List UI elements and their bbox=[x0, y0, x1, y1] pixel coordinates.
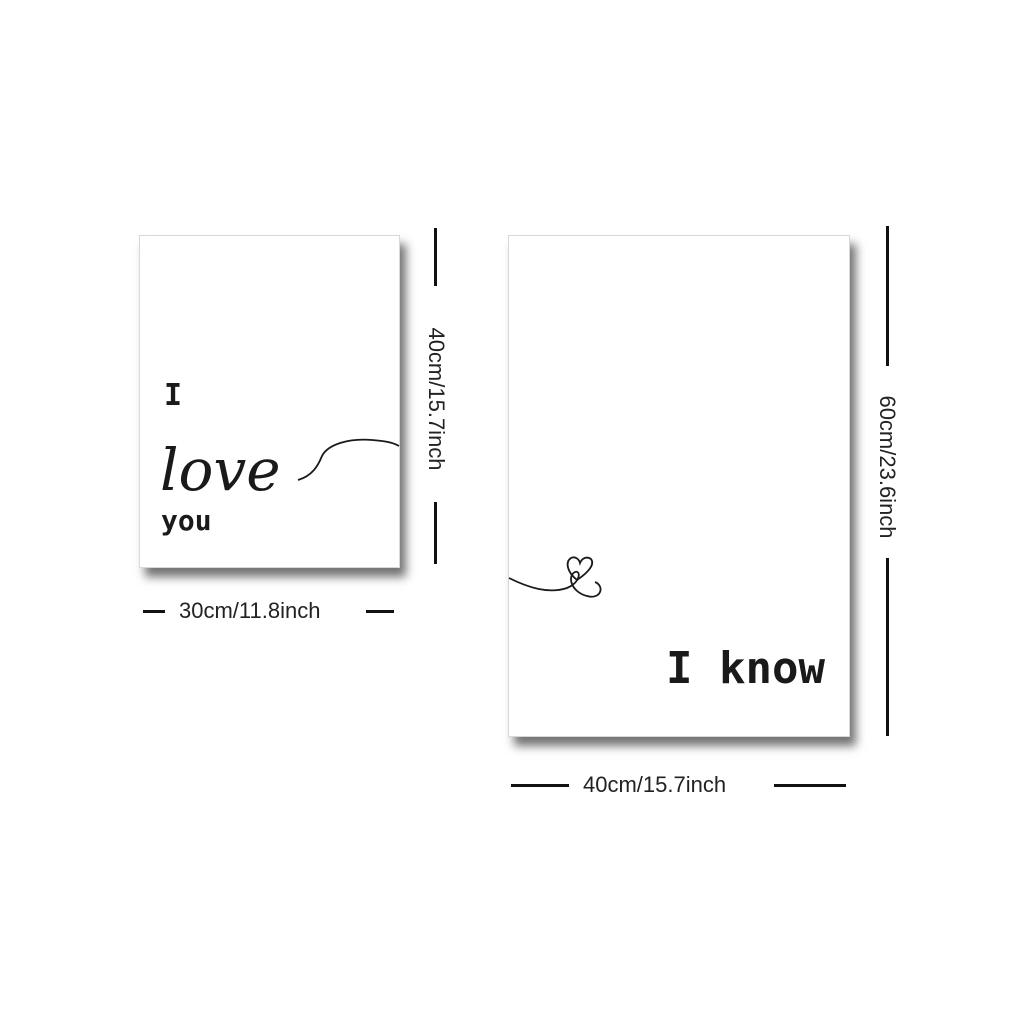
width-line-left-a bbox=[143, 610, 165, 613]
width-line-right-b bbox=[774, 784, 846, 787]
height-line-right-b bbox=[886, 558, 889, 736]
width-line-left-b bbox=[366, 610, 394, 613]
text-i-know: I know bbox=[666, 643, 825, 694]
left-height-label: 40cm/15.7inch bbox=[424, 327, 449, 471]
flourish-line bbox=[297, 438, 400, 481]
right-width-label: 40cm/15.7inch bbox=[583, 772, 727, 797]
heart-icon bbox=[566, 556, 594, 582]
right-height-label: 60cm/23.6inch bbox=[875, 395, 900, 539]
poster-i-love-you: I love you bbox=[139, 235, 400, 568]
text-you: you bbox=[161, 504, 212, 537]
height-line-right-a bbox=[886, 226, 889, 366]
height-line-left-a bbox=[434, 228, 437, 286]
text-love: love bbox=[160, 436, 281, 504]
poster-i-know: I know bbox=[508, 235, 850, 737]
love-script-art: love bbox=[160, 436, 400, 504]
heart-flourish-art bbox=[508, 556, 602, 598]
flourish-line bbox=[508, 570, 602, 598]
text-i: I bbox=[164, 378, 183, 413]
height-line-left-b bbox=[434, 502, 437, 564]
width-line-right-a bbox=[511, 784, 569, 787]
left-width-label: 30cm/11.8inch bbox=[179, 598, 321, 623]
